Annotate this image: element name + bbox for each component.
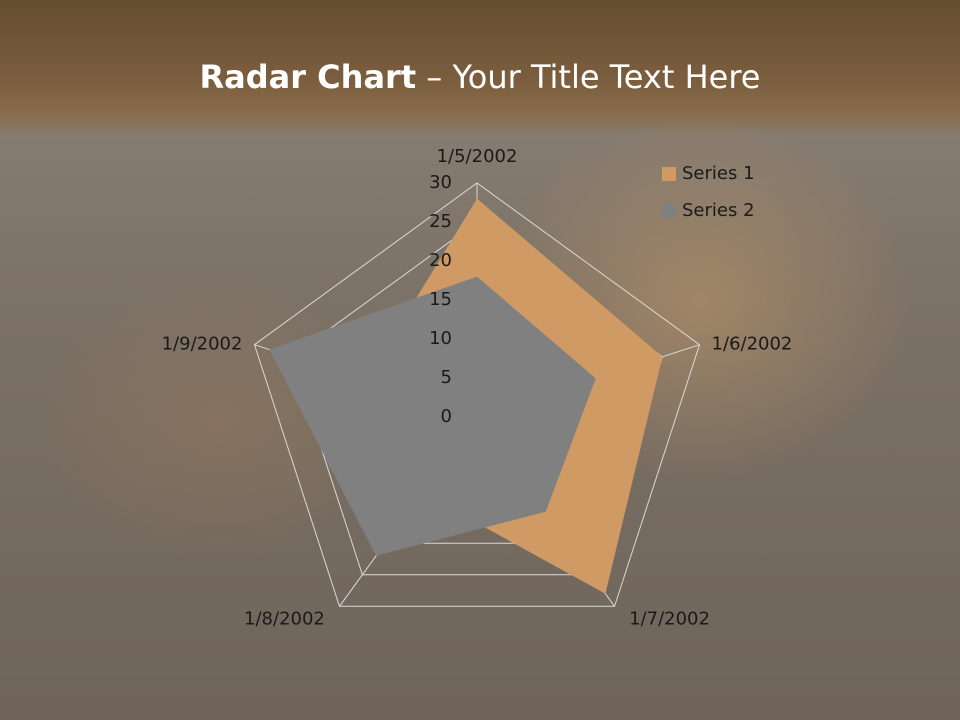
axis-tick-label: 30: [429, 172, 452, 193]
grid-ring: [253, 182, 701, 607]
title-text: – Your Title Text Here: [426, 58, 761, 96]
category-label: 1/6/2002: [712, 334, 793, 355]
legend-swatch: [662, 167, 676, 181]
header-band: [0, 0, 960, 135]
legend-label: Series 2: [682, 200, 755, 221]
category-label: 1/9/2002: [162, 334, 243, 355]
category-label: 1/8/2002: [244, 608, 325, 629]
category-label: 1/7/2002: [629, 608, 710, 629]
axis-tick-label: 5: [441, 367, 452, 388]
axis-tick-label: 15: [429, 289, 452, 310]
slide-title: Radar Chart – Your Title Text Here: [0, 58, 960, 96]
axis-tick-label: 10: [429, 328, 452, 349]
category-label: 1/5/2002: [437, 146, 518, 167]
legend-label: Series 1: [682, 163, 755, 184]
series-area: [269, 276, 596, 556]
legend-swatch: [662, 204, 676, 218]
axis-tick-label: 20: [429, 250, 452, 271]
axis-tick-label: 0: [441, 406, 452, 427]
title-strong: Radar Chart: [199, 58, 417, 96]
axis-tick-label: 25: [429, 211, 452, 232]
